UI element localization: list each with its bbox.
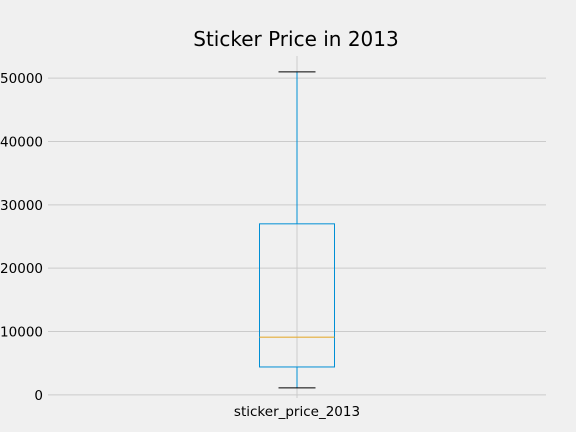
box-group [259,71,335,389]
y-tick-label: 10000 [0,325,43,341]
y-tick-label: 50000 [0,71,43,87]
y-tick-label: 20000 [0,261,43,277]
chart-title: Sticker Price in 2013 [193,27,398,51]
y-tick-label: 30000 [0,198,43,214]
iqr-box [259,223,335,368]
y-tick-label: 40000 [0,135,43,151]
tick-label-layer: 0 10000 20000 30000 40000 50000 sticker_price_… [0,71,360,420]
box-layer [259,71,335,389]
y-tick-label: 0 [34,388,43,404]
x-tick-label: sticker_price_2013 [234,404,360,420]
